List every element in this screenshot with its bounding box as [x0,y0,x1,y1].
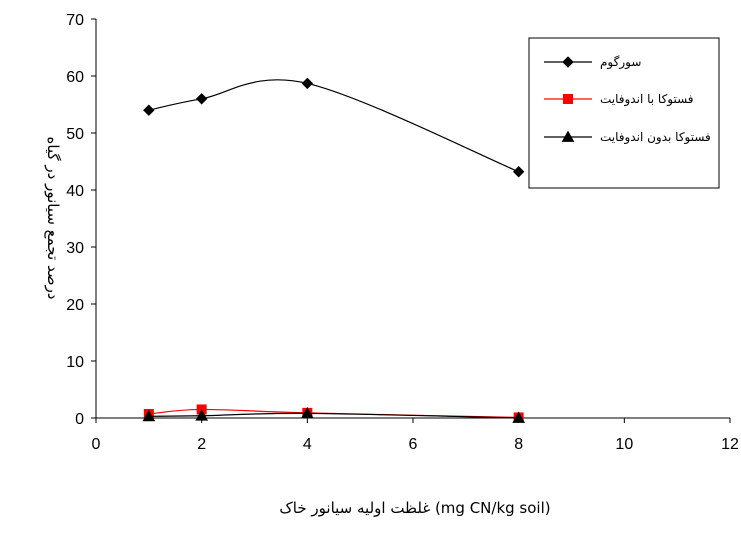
y-tick-label: 30 [66,240,84,257]
x-tick-label: 12 [721,436,739,453]
data-point [195,93,208,105]
y-tick-label: 20 [66,297,84,314]
x-tick-label: 4 [303,436,312,453]
legend: سورگوم فستوکا با اندوفایت فستوکا بدون اندو… [528,37,720,189]
series-line [148,79,519,173]
y-axis-label: درصد تجمع سیانور در گیاه [44,137,62,300]
y-tick-label: 0 [75,411,84,428]
y-tick-label: 40 [66,183,84,200]
legend-label: فستوکا با اندوفایت [600,92,694,107]
y-tick-label: 50 [66,126,84,143]
x-tick-label: 6 [409,436,418,453]
data-point [512,166,525,178]
x-tick-label: 8 [514,436,523,453]
x-axis-label: غلظت اولیه سیانور خاک (mg CN/kg soil) [279,499,550,517]
data-point [301,77,314,90]
legend-label: سورگوم [600,55,641,70]
data-point [300,406,314,419]
y-tick-label: 10 [66,354,84,371]
legend-label: فستوکا بدون اندوفایت [600,130,711,145]
data-point [142,409,156,422]
legend-marker [561,130,575,142]
data-point [195,409,209,421]
y-tick-label: 60 [66,69,84,86]
tick-labels: 0 10 20 30 40 50 60 70 0 2 4 6 8 10 12 [66,12,739,453]
x-tick-label: 10 [615,436,633,453]
series-line [148,412,519,419]
legend-marker [563,94,573,104]
x-tick-label: 0 [92,436,101,453]
y-tick-label: 70 [66,12,84,29]
legend-box [528,37,720,189]
plot-area [142,77,526,423]
data-point [512,411,526,423]
legend-marker [562,56,574,68]
x-tick-label: 2 [197,436,206,453]
data-point [143,104,155,116]
